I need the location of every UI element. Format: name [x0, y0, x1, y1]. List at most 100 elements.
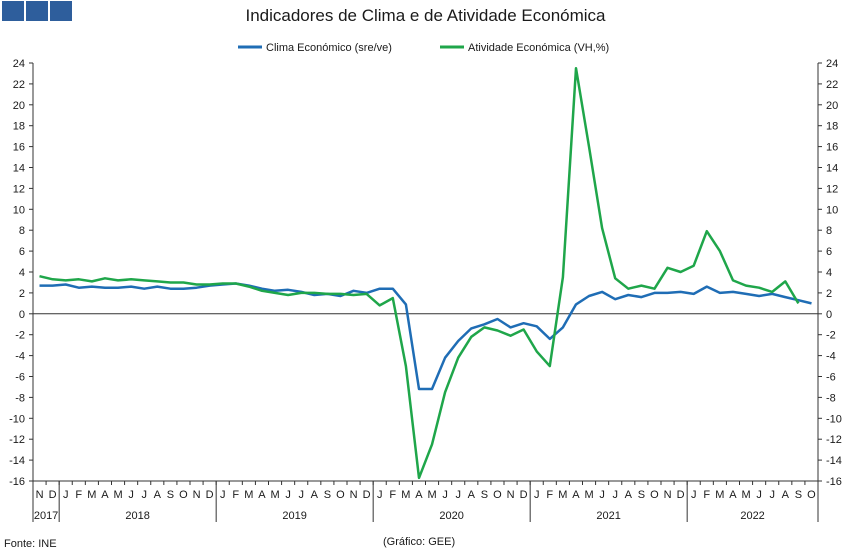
- month-label: F: [389, 489, 396, 501]
- month-label: A: [415, 489, 423, 501]
- y-tick-label-left: -2: [15, 330, 25, 342]
- month-label: A: [729, 489, 737, 501]
- month-label: A: [782, 489, 790, 501]
- series-lines: [39, 66, 812, 480]
- legend: Clima Económico (sre/ve) Atividade Econó…: [238, 42, 609, 54]
- month-label: J: [220, 489, 226, 501]
- y-tick-label-right: 14: [826, 163, 838, 175]
- month-label: O: [650, 489, 659, 501]
- month-label: M: [270, 489, 279, 501]
- series-line-clima: [39, 282, 812, 391]
- month-label: N: [664, 489, 672, 501]
- month-label: M: [244, 489, 253, 501]
- y-tick-label-left: 16: [13, 142, 25, 154]
- y-tick-label-right: 22: [826, 79, 838, 91]
- month-label: D: [520, 489, 528, 501]
- month-label: A: [572, 489, 580, 501]
- y-tick-label-right: 6: [826, 246, 832, 258]
- month-label: D: [677, 489, 685, 501]
- y-tick-label-left: 24: [13, 58, 25, 70]
- month-label: A: [258, 489, 266, 501]
- month-label: S: [481, 489, 488, 501]
- year-label: 2020: [439, 510, 463, 522]
- month-label: N: [193, 489, 201, 501]
- month-label: M: [87, 489, 96, 501]
- source-note: Fonte: INE: [4, 538, 57, 550]
- month-label: S: [324, 489, 331, 501]
- month-label: F: [232, 489, 239, 501]
- y-tick-label-left: 6: [19, 246, 25, 258]
- month-label: A: [101, 489, 109, 501]
- y-tick-label-left: 0: [19, 309, 25, 321]
- year-label: 2021: [596, 510, 620, 522]
- month-label: A: [625, 489, 633, 501]
- y-tick-label-left: -12: [9, 434, 25, 446]
- y-tick-label-left: 8: [19, 225, 25, 237]
- y-tick-label-right: 12: [826, 183, 838, 195]
- credit-note: (Gráfico: GEE): [383, 536, 456, 548]
- y-tick-label-right: 0: [826, 309, 832, 321]
- chart-title: Indicadores de Clima e de Atividade Econ…: [245, 6, 606, 25]
- month-label: J: [298, 489, 304, 501]
- logo-block: [50, 1, 72, 21]
- month-label: J: [691, 489, 697, 501]
- y-tick-label-right: -8: [826, 392, 836, 404]
- y-tick-label-right: -14: [826, 455, 842, 467]
- month-label: F: [546, 489, 553, 501]
- y-tick-label-left: -8: [15, 392, 25, 404]
- y-tick-label-right: 10: [826, 204, 838, 216]
- month-label: A: [154, 489, 162, 501]
- month-label: D: [49, 489, 57, 501]
- y-tick-label-left: 18: [13, 121, 25, 133]
- month-label: D: [363, 489, 371, 501]
- y-tick-label-right: -6: [826, 372, 836, 384]
- year-label: 2019: [282, 510, 306, 522]
- month-label: J: [769, 489, 775, 501]
- y-tick-label-right: 8: [826, 225, 832, 237]
- month-label: A: [311, 489, 319, 501]
- gee-logo: [2, 1, 72, 21]
- month-label: M: [584, 489, 593, 501]
- month-label: M: [741, 489, 750, 501]
- y-tick-label-left: -16: [9, 476, 25, 488]
- legend-label-atividade: Atividade Económica (VH,%): [468, 42, 609, 54]
- month-label: J: [128, 489, 134, 501]
- month-label: J: [442, 489, 448, 501]
- y-tick-label-left: 10: [13, 204, 25, 216]
- month-label: O: [336, 489, 345, 501]
- y-tick-label-left: -6: [15, 372, 25, 384]
- month-label: S: [638, 489, 645, 501]
- y-tick-label-left: -4: [15, 351, 25, 363]
- y-tick-label-right: 18: [826, 121, 838, 133]
- month-label: J: [63, 489, 69, 501]
- month-label: J: [285, 489, 291, 501]
- month-label: J: [141, 489, 147, 501]
- month-label: O: [493, 489, 502, 501]
- month-label: O: [807, 489, 816, 501]
- month-label: O: [179, 489, 188, 501]
- month-label: J: [534, 489, 540, 501]
- y-tick-label-right: 2: [826, 288, 832, 300]
- year-label: 2022: [740, 510, 764, 522]
- month-label: F: [75, 489, 82, 501]
- y-tick-label-right: 24: [826, 58, 838, 70]
- month-label: M: [715, 489, 724, 501]
- y-tick-label-right: -4: [826, 351, 836, 363]
- month-label: J: [377, 489, 383, 501]
- y-tick-label-left: 22: [13, 79, 25, 91]
- y-tick-label-left: 2: [19, 288, 25, 300]
- logo-block: [2, 1, 24, 21]
- y-tick-label-right: 20: [826, 100, 838, 112]
- month-label: J: [455, 489, 461, 501]
- y-tick-label-left: -14: [9, 455, 25, 467]
- axes: -16 -16 -14 -14 -12 -12 -10 -10 -8 -8 -6 -6 -4 -4 -2 -2…: [9, 58, 842, 522]
- y-tick-label-left: 4: [19, 267, 25, 279]
- month-label: M: [113, 489, 122, 501]
- year-label: 2018: [125, 510, 149, 522]
- y-tick-label-right: 4: [826, 267, 832, 279]
- month-label: S: [167, 489, 174, 501]
- legend-label-clima: Clima Económico (sre/ve): [266, 42, 392, 54]
- month-label: A: [468, 489, 476, 501]
- y-tick-label-left: 12: [13, 183, 25, 195]
- month-label: N: [36, 489, 44, 501]
